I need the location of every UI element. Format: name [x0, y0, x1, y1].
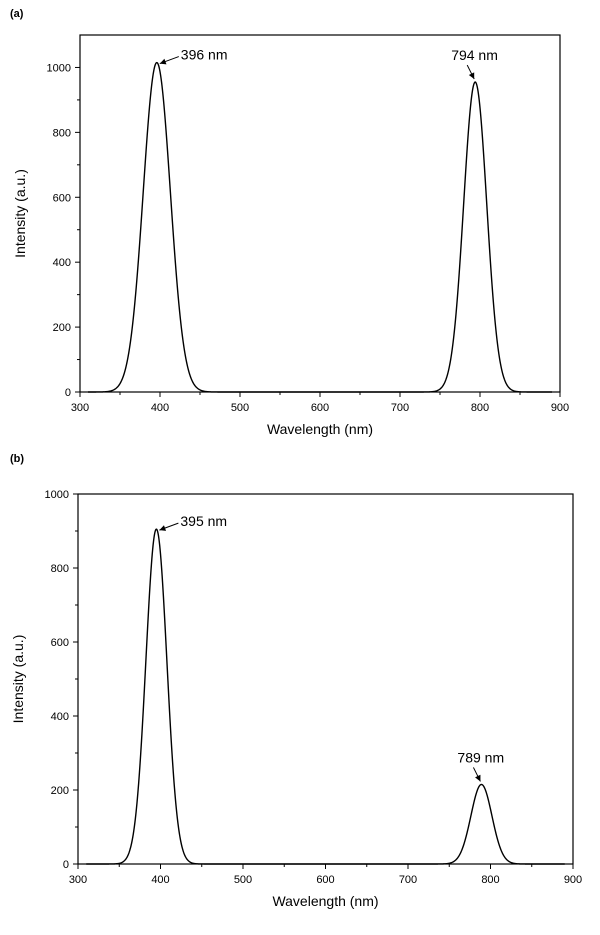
y-tick-label: 800	[53, 127, 71, 139]
y-tick-label: 600	[53, 192, 71, 204]
y-tick-label: 0	[63, 859, 69, 871]
peak-annotation: 794 nm	[451, 47, 498, 63]
chart-panel-a: (a) 300 400 500 600 700 800 900 0 200 400 600 800 100…	[10, 8, 569, 437]
x-tick-label: 600	[316, 874, 334, 886]
x-tick-label: 900	[564, 874, 582, 886]
chart-panel-b: (b) 300 400 500 600 700 800 900 0 200 400 600 800 100…	[10, 453, 582, 909]
x-tick-label: 800	[471, 402, 489, 414]
y-axis-title: Intensity (a.u.)	[12, 169, 28, 258]
x-tick-label: 400	[151, 402, 169, 414]
annotation-arrowhead	[159, 58, 167, 65]
spectrum-line	[86, 528, 565, 865]
x-axis-title: Wavelength (nm)	[272, 893, 378, 909]
y-tick-label: 1000	[47, 62, 71, 74]
x-tick-label: 900	[551, 402, 569, 414]
panel-label: (b)	[10, 453, 24, 465]
x-tick-label: 500	[231, 402, 249, 414]
annotation-arrowhead	[468, 72, 475, 80]
x-tick-label: 400	[151, 874, 169, 886]
peak-annotation: 789 nm	[457, 749, 504, 765]
y-tick-label: 200	[53, 322, 71, 334]
panel-label: (a)	[10, 8, 24, 20]
x-tick-label: 800	[481, 874, 499, 886]
y-tick-label: 400	[53, 257, 71, 269]
peak-annotation: 395 nm	[180, 513, 227, 529]
annotation-arrowhead	[475, 774, 481, 782]
x-tick-label: 600	[311, 402, 329, 414]
y-tick-label: 0	[65, 387, 71, 399]
x-axis-title: Wavelength (nm)	[267, 421, 373, 437]
x-tick-label: 700	[399, 874, 417, 886]
x-tick-label: 300	[69, 874, 87, 886]
y-axis-title: Intensity (a.u.)	[10, 635, 26, 724]
peak-annotation: 396 nm	[181, 47, 228, 63]
x-tick-label: 300	[71, 402, 89, 414]
spectrum-line	[88, 61, 552, 393]
y-tick-label: 400	[51, 711, 69, 723]
y-tick-label: 200	[51, 785, 69, 797]
y-tick-label: 800	[51, 563, 69, 575]
x-tick-label: 700	[391, 402, 409, 414]
y-tick-label: 1000	[45, 489, 69, 501]
x-tick-label: 500	[234, 874, 252, 886]
y-tick-label: 600	[51, 637, 69, 649]
annotation-arrowhead	[159, 525, 167, 531]
